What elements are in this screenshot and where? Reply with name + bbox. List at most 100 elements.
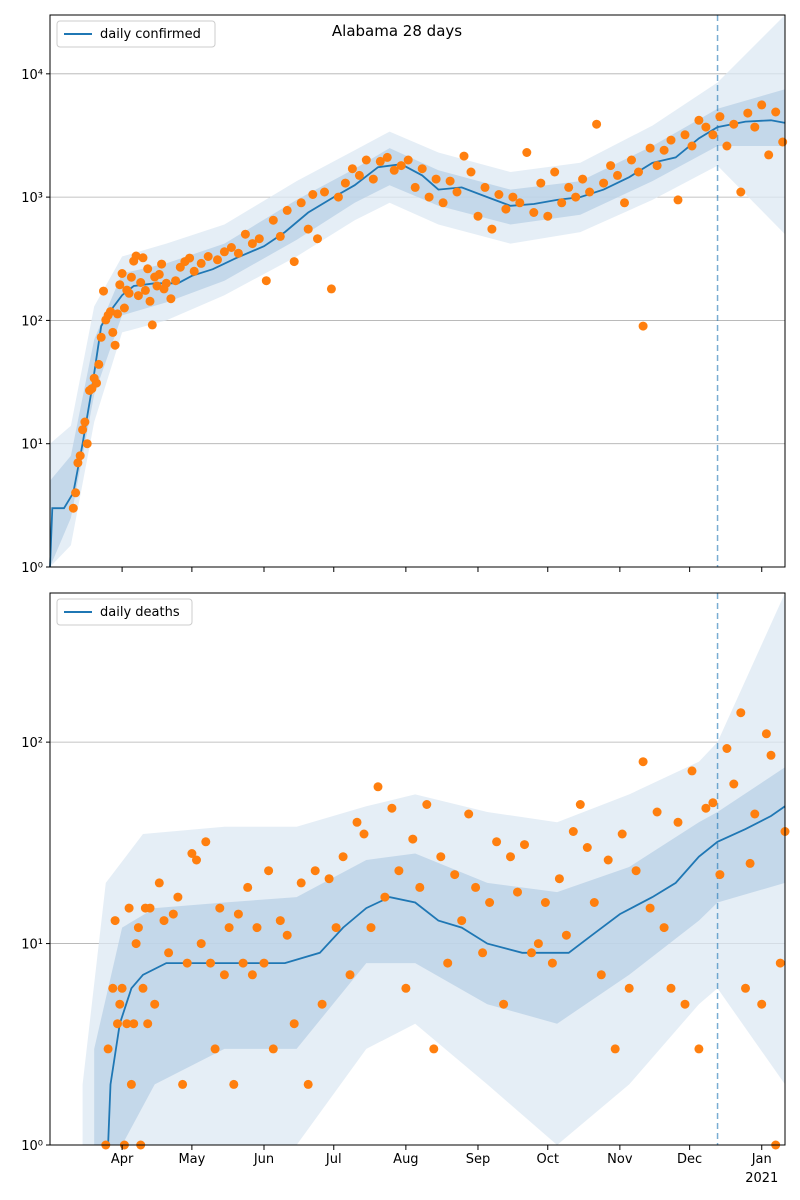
data-point-36 bbox=[229, 1079, 239, 1089]
deaths-trend-line bbox=[107, 805, 786, 1146]
data-point-88 bbox=[575, 800, 585, 809]
data-point-98 bbox=[645, 903, 655, 913]
confirmed-x-ticks bbox=[121, 567, 763, 572]
data-point-51 bbox=[317, 999, 327, 1009]
data-point-34 bbox=[219, 970, 229, 980]
data-point-17 bbox=[143, 1019, 153, 1029]
data-point-50 bbox=[310, 866, 320, 876]
data-point-31 bbox=[140, 285, 150, 295]
data-point-111 bbox=[736, 708, 746, 718]
data-point-69 bbox=[443, 958, 453, 968]
confirmed-legend: daily confirmed bbox=[56, 20, 216, 48]
y-tick-label-0: 10⁰ bbox=[21, 561, 43, 576]
data-point-29 bbox=[136, 278, 146, 287]
data-point-65 bbox=[415, 882, 425, 892]
data-point-6 bbox=[117, 983, 127, 993]
data-point-79 bbox=[513, 887, 522, 897]
data-point-95 bbox=[624, 983, 634, 993]
data-point-40 bbox=[161, 278, 171, 288]
data-point-76 bbox=[396, 161, 406, 171]
data-point-57 bbox=[268, 215, 278, 225]
x-tick-label-2: Jun bbox=[253, 1152, 274, 1167]
data-point-103 bbox=[585, 187, 595, 197]
data-point-103 bbox=[680, 999, 690, 1009]
data-point-70 bbox=[450, 870, 460, 880]
x-tick-label-1: May bbox=[178, 1152, 205, 1167]
x-axis-year-label: 2021 bbox=[745, 1171, 778, 1186]
confirmed-axes-frame bbox=[49, 14, 786, 568]
data-point-18 bbox=[145, 903, 155, 913]
data-point-112 bbox=[741, 983, 750, 993]
y-tick-label-1: 10¹ bbox=[21, 938, 43, 953]
data-point-63 bbox=[308, 190, 318, 199]
data-point-106 bbox=[606, 161, 616, 171]
data-point-25 bbox=[126, 272, 136, 282]
data-point-42 bbox=[259, 958, 269, 968]
data-point-53 bbox=[331, 923, 341, 933]
confirmed-panel: 10⁰ 10¹ 10² 10³ 10⁴ Alabama 28 days daily co… bbox=[21, 14, 788, 576]
data-point-85 bbox=[554, 874, 564, 884]
data-point-72 bbox=[464, 809, 474, 819]
data-point-82 bbox=[533, 939, 543, 949]
data-point-37 bbox=[233, 909, 243, 919]
data-point-104 bbox=[687, 766, 697, 776]
data-point-96 bbox=[631, 866, 641, 876]
confirmed-points bbox=[68, 100, 788, 513]
data-point-19 bbox=[150, 999, 160, 1009]
data-point-92 bbox=[508, 192, 518, 202]
deaths-y-ticks: 10⁰ 10¹ 10² bbox=[21, 736, 50, 1154]
data-point-22 bbox=[164, 948, 174, 958]
data-point-101 bbox=[571, 192, 581, 202]
data-point-119 bbox=[775, 958, 785, 968]
data-point-66 bbox=[422, 800, 432, 809]
data-point-86 bbox=[561, 930, 571, 940]
data-point-74 bbox=[382, 152, 392, 162]
confirmed-outer-band bbox=[50, 15, 785, 567]
y-tick-label-3: 10³ bbox=[21, 191, 43, 206]
data-point-61 bbox=[296, 198, 306, 208]
data-point-55 bbox=[345, 970, 355, 980]
data-point-3 bbox=[110, 916, 120, 926]
deaths-points bbox=[101, 708, 790, 1150]
x-tick-label-7: Nov bbox=[607, 1152, 633, 1167]
data-point-88 bbox=[480, 182, 490, 192]
data-point-72 bbox=[368, 174, 378, 184]
data-point-23 bbox=[168, 909, 178, 919]
data-point-99 bbox=[652, 807, 662, 817]
data-point-87 bbox=[568, 827, 578, 836]
data-point-65 bbox=[320, 187, 329, 197]
data-point-84 bbox=[452, 187, 462, 197]
y-tick-label-0: 10⁰ bbox=[21, 1139, 43, 1154]
data-point-67 bbox=[429, 1044, 439, 1054]
data-point-30 bbox=[201, 837, 211, 847]
data-point-29 bbox=[196, 939, 206, 949]
data-point-78 bbox=[410, 182, 420, 192]
data-point-42 bbox=[171, 276, 181, 286]
data-point-74 bbox=[478, 948, 488, 958]
data-point-123 bbox=[722, 141, 732, 151]
data-point-41 bbox=[166, 294, 176, 304]
deaths-legend-label: daily deaths bbox=[100, 605, 180, 620]
data-point-109 bbox=[722, 744, 732, 753]
data-point-33 bbox=[215, 903, 225, 913]
data-point-113 bbox=[745, 858, 755, 868]
data-point-86 bbox=[466, 167, 476, 177]
data-point-73 bbox=[375, 156, 385, 166]
data-point-109 bbox=[627, 155, 636, 165]
data-point-89 bbox=[487, 224, 497, 234]
data-point-43 bbox=[264, 866, 274, 876]
data-point-70 bbox=[354, 170, 364, 180]
data-point-46 bbox=[282, 930, 292, 940]
data-point-94 bbox=[617, 829, 627, 839]
data-point-114 bbox=[659, 145, 669, 155]
data-point-84 bbox=[547, 958, 557, 968]
y-tick-label-2: 10² bbox=[21, 736, 43, 751]
confirmed-y-ticks: 10⁰ 10¹ 10² 10³ 10⁴ bbox=[21, 68, 50, 576]
data-point-27 bbox=[187, 849, 197, 858]
data-point-117 bbox=[680, 130, 690, 140]
data-point-45 bbox=[185, 253, 195, 263]
data-point-11 bbox=[129, 1019, 139, 1029]
data-point-10 bbox=[92, 378, 101, 388]
data-point-60 bbox=[289, 257, 299, 267]
data-point-45 bbox=[275, 916, 285, 926]
